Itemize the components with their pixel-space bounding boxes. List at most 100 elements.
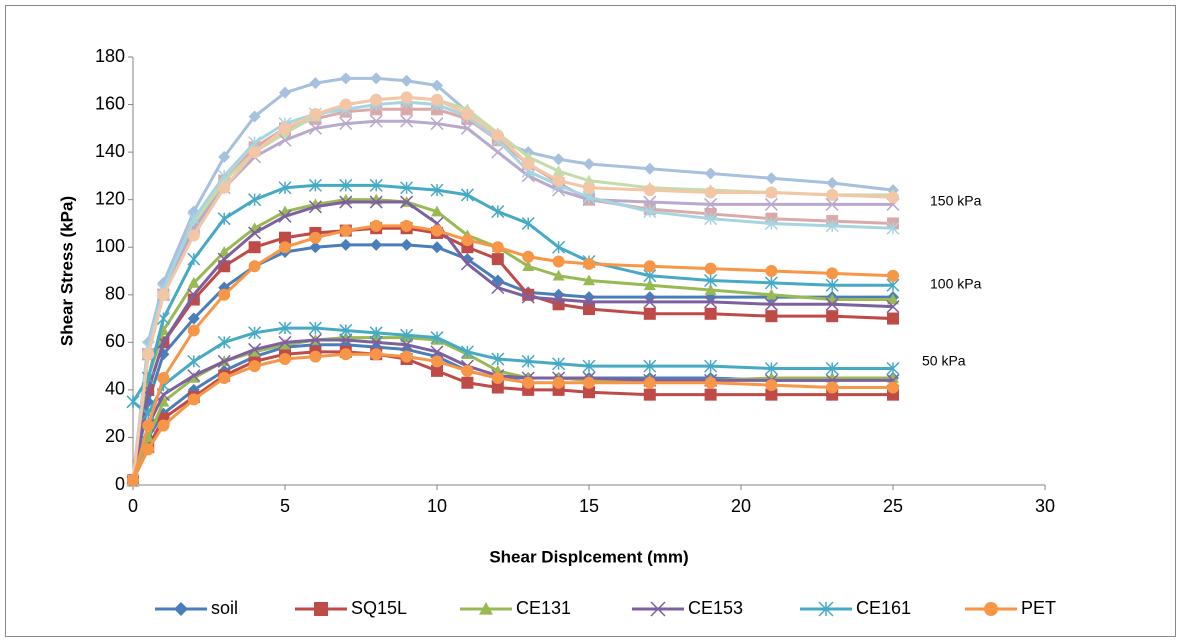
marker (460, 345, 474, 359)
marker (248, 146, 261, 159)
marker (430, 345, 444, 359)
series-curve (127, 219, 899, 487)
legend-marker (174, 602, 188, 616)
marker (886, 361, 900, 376)
x-tick-label: 10 (427, 496, 447, 516)
marker (583, 303, 595, 316)
legend-item: CE153 (632, 598, 743, 618)
marker (886, 300, 900, 314)
x-tick-label: 20 (731, 496, 751, 516)
marker (552, 165, 565, 176)
y-tick-label: 60 (105, 331, 125, 351)
marker (491, 129, 504, 142)
marker (187, 312, 200, 325)
marker (825, 197, 839, 211)
marker (248, 342, 262, 356)
marker (704, 197, 718, 211)
marker (704, 376, 717, 389)
marker (552, 288, 565, 301)
marker (309, 350, 322, 363)
marker (370, 93, 383, 106)
y-tick-label: 80 (105, 284, 125, 304)
marker (491, 381, 504, 394)
marker (704, 167, 717, 180)
marker (460, 257, 474, 271)
marker (339, 195, 353, 209)
x-tick-label: 0 (128, 496, 138, 516)
marker (218, 150, 231, 163)
marker (521, 354, 535, 368)
marker (461, 376, 474, 389)
marker (825, 219, 839, 233)
marker (552, 240, 566, 254)
marker (764, 216, 778, 230)
legend-item: PET (965, 598, 1056, 618)
marker (217, 354, 231, 368)
marker (400, 103, 413, 116)
marker (370, 238, 383, 251)
marker (248, 110, 261, 123)
legend-label: CE161 (856, 598, 911, 618)
marker (279, 338, 291, 350)
marker (460, 121, 474, 135)
marker (887, 381, 899, 394)
marker (704, 186, 717, 199)
legend-item: CE161 (800, 598, 911, 618)
series-curve (126, 321, 900, 421)
marker (764, 361, 778, 376)
marker (583, 291, 595, 304)
marker (643, 195, 657, 209)
marker (369, 178, 383, 192)
marker (218, 288, 231, 301)
marker (431, 205, 443, 217)
y-tick-label: 180 (95, 46, 125, 66)
legend-item: soil (155, 598, 238, 618)
marker (217, 335, 231, 349)
marker (157, 372, 170, 384)
marker (248, 326, 262, 340)
marker (187, 293, 200, 306)
marker (370, 219, 383, 232)
marker (142, 419, 155, 432)
marker (583, 274, 595, 286)
curve-line (131, 76, 894, 481)
marker (339, 238, 352, 251)
marker (127, 474, 139, 487)
marker (552, 357, 566, 371)
marker (279, 241, 291, 254)
legend-marker (650, 601, 666, 617)
marker (887, 312, 899, 325)
y-tick-label: 120 (95, 188, 125, 208)
marker (278, 321, 292, 335)
marker (643, 260, 656, 273)
marker (643, 376, 656, 389)
marker (522, 376, 535, 389)
marker (431, 241, 443, 254)
marker (400, 74, 413, 87)
marker (582, 295, 596, 309)
marker (826, 310, 839, 323)
curve-line (131, 343, 894, 481)
marker (369, 326, 383, 340)
marker (218, 372, 231, 384)
series-curve (127, 238, 899, 487)
series-curve (127, 72, 899, 487)
marker (643, 205, 657, 219)
series-curve (126, 195, 900, 487)
marker (369, 335, 383, 349)
marker (825, 361, 839, 376)
series-curve (126, 178, 900, 409)
marker (461, 234, 474, 247)
legend-marker (818, 601, 834, 617)
marker (886, 221, 900, 235)
marker (431, 79, 443, 92)
marker (491, 372, 504, 384)
marker (248, 260, 261, 273)
legend-item: SQ15L (295, 598, 407, 618)
curve-line (131, 198, 893, 481)
marker (552, 298, 565, 311)
legend-label: CE131 (516, 598, 571, 618)
marker (308, 321, 322, 335)
marker (187, 324, 200, 337)
